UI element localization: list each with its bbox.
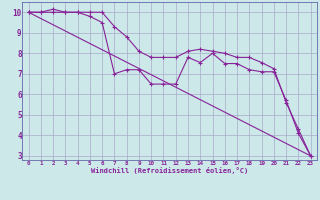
X-axis label: Windchill (Refroidissement éolien,°C): Windchill (Refroidissement éolien,°C) — [91, 167, 248, 174]
